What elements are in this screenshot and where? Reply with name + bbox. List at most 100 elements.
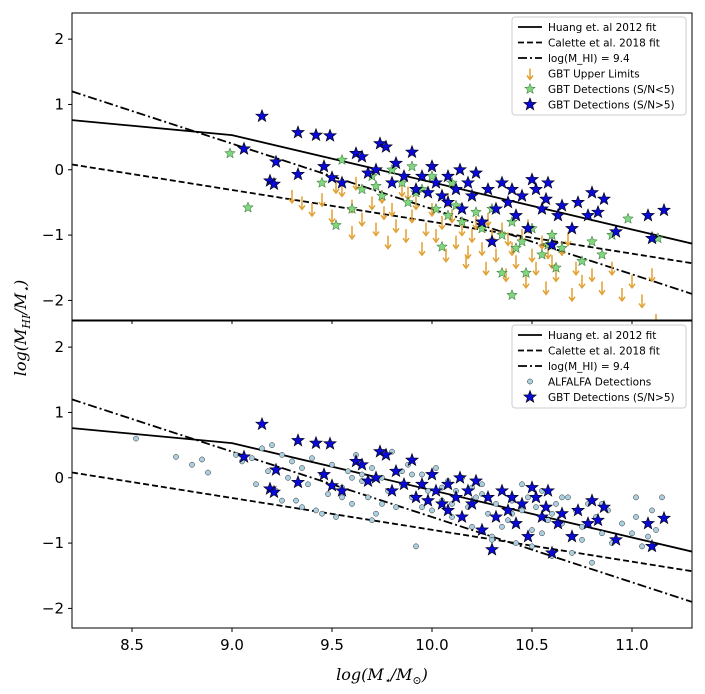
high-sn-star bbox=[455, 509, 469, 523]
alfalfa-point bbox=[339, 494, 345, 501]
upper-limit-head bbox=[578, 283, 586, 290]
legend-swatch-green-star bbox=[524, 82, 536, 95]
high-sn-star bbox=[379, 139, 393, 153]
upper-limit-head bbox=[512, 263, 520, 270]
high-sn-star bbox=[545, 545, 559, 559]
alfalfa-point bbox=[473, 494, 479, 501]
top-panel: −2 −1 0 1 2 Huang et. al 2012 fit Calette et a… bbox=[42, 12, 693, 324]
fit-line-solid bbox=[72, 427, 692, 553]
upper-limit-head bbox=[484, 221, 492, 228]
x-tick-label: 10.5 bbox=[515, 636, 548, 654]
high-sn-star bbox=[323, 436, 337, 450]
high-sn-star bbox=[475, 214, 489, 228]
alfalfa-point bbox=[519, 481, 525, 488]
alfalfa-point bbox=[529, 543, 535, 550]
y-axis-label: log(MHI/M⋆) bbox=[11, 280, 33, 377]
high-sn-star bbox=[369, 162, 383, 176]
y-tick-label: −2 bbox=[42, 291, 64, 309]
high-sn-star bbox=[269, 154, 283, 168]
high-sn-star bbox=[429, 175, 443, 189]
upper-limit-head bbox=[558, 250, 566, 257]
alfalfa-point bbox=[189, 461, 195, 468]
low-sn-star bbox=[456, 215, 468, 228]
alfalfa-point bbox=[493, 501, 499, 507]
low-sn-star bbox=[496, 228, 508, 241]
high-sn-star bbox=[481, 182, 495, 196]
high-sn-star bbox=[425, 159, 439, 173]
low-sn-star bbox=[506, 288, 518, 301]
alfalfa-point bbox=[599, 530, 605, 537]
alfalfa-point bbox=[545, 517, 551, 524]
low-sn-star bbox=[224, 147, 236, 159]
high-sn-star bbox=[425, 467, 439, 481]
alfalfa-point bbox=[485, 510, 491, 517]
legend-label: GBT Detections (S/N>5) bbox=[548, 100, 675, 112]
low-sn-star bbox=[596, 248, 608, 260]
high-sn-star bbox=[323, 128, 337, 142]
plot-area bbox=[72, 398, 692, 603]
alfalfa-point bbox=[279, 497, 285, 504]
low-sn-star bbox=[516, 235, 528, 247]
low-sn-star bbox=[520, 266, 532, 278]
high-sn-star bbox=[489, 509, 503, 523]
alfalfa-point bbox=[305, 481, 311, 488]
upper-limit-head bbox=[502, 276, 510, 283]
x-tick-label: 8.5 bbox=[120, 636, 144, 654]
high-sn-star bbox=[645, 538, 659, 553]
fit-line-solid bbox=[72, 119, 692, 245]
upper-limit-head bbox=[422, 231, 430, 237]
axes-frame bbox=[71, 12, 693, 321]
upper-limit-head bbox=[358, 221, 366, 228]
y-tick-label: 1 bbox=[54, 403, 64, 421]
y-tick-label: 2 bbox=[54, 30, 64, 48]
high-sn-star bbox=[465, 496, 479, 510]
low-sn-star bbox=[622, 212, 634, 224]
legend-swatch-blue-star bbox=[523, 389, 537, 403]
alfalfa-point bbox=[589, 559, 595, 566]
high-sn-star bbox=[355, 457, 369, 471]
upper-limit-head bbox=[458, 231, 466, 237]
high-sn-star bbox=[325, 170, 339, 184]
high-sn-star bbox=[539, 499, 553, 514]
alfalfa-point bbox=[289, 458, 295, 465]
alfalfa-point bbox=[619, 520, 625, 527]
upper-limit-head bbox=[428, 211, 436, 218]
y-tick-label: 2 bbox=[54, 338, 64, 356]
high-sn-star bbox=[267, 176, 281, 191]
high-sn-star bbox=[597, 191, 611, 206]
alfalfa-point bbox=[299, 465, 305, 471]
high-sn-star bbox=[645, 230, 659, 245]
upper-limit-head bbox=[352, 185, 360, 192]
high-sn-star bbox=[591, 204, 605, 219]
upper-limit-head bbox=[552, 276, 560, 283]
upper-limit-head bbox=[618, 296, 626, 303]
alfalfa-point bbox=[379, 501, 385, 507]
upper-limit-head bbox=[338, 191, 346, 198]
upper-limit-head bbox=[478, 250, 486, 257]
alfalfa-point bbox=[653, 527, 659, 533]
high-sn-star bbox=[455, 201, 469, 215]
alfalfa-point bbox=[525, 494, 531, 501]
high-sn-star bbox=[657, 510, 671, 525]
high-sn-star bbox=[421, 493, 435, 507]
high-sn-star bbox=[453, 162, 467, 176]
upper-limit-head bbox=[438, 224, 446, 231]
alfalfa-point bbox=[553, 501, 559, 507]
high-sn-star bbox=[555, 198, 569, 212]
upper-limit-head bbox=[464, 253, 472, 260]
legend-label: Huang et. al 2012 fit bbox=[548, 22, 656, 34]
high-sn-star bbox=[509, 208, 523, 222]
high-sn-star bbox=[441, 476, 455, 491]
low-sn-star bbox=[550, 261, 562, 273]
upper-limit-head bbox=[608, 270, 616, 276]
alfalfa-point bbox=[333, 514, 339, 520]
low-sn-star bbox=[506, 215, 518, 228]
high-sn-star bbox=[385, 175, 399, 189]
upper-limit-head bbox=[532, 270, 540, 276]
alfalfa-point bbox=[529, 527, 535, 533]
low-sn-star bbox=[386, 163, 398, 175]
high-sn-star bbox=[441, 195, 455, 209]
alfalfa-point bbox=[499, 523, 505, 530]
upper-limit-head bbox=[544, 253, 552, 260]
low-sn-star bbox=[316, 176, 328, 188]
